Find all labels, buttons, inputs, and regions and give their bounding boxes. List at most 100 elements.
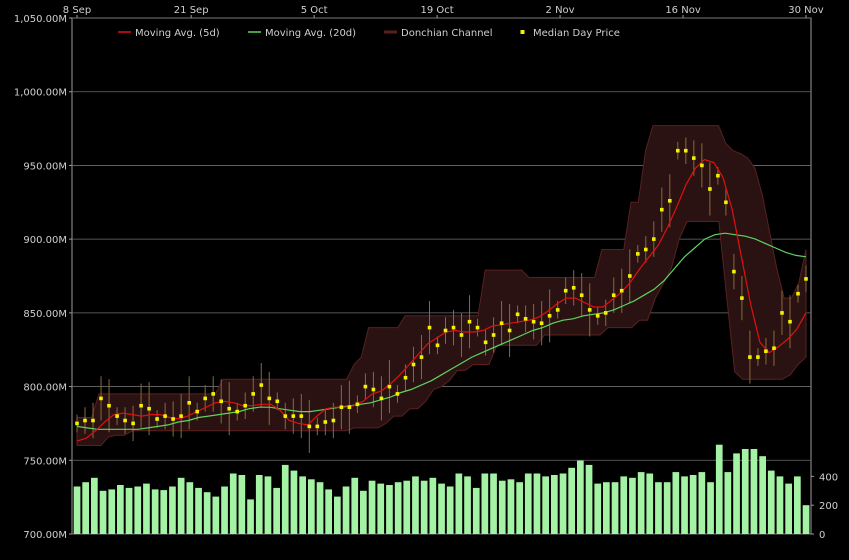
volume-bar — [551, 475, 558, 534]
volume-bar — [91, 477, 98, 534]
legend: Moving Avg. (5d) Moving Avg. (20d) Donchia… — [118, 28, 620, 39]
median-price-point — [395, 392, 400, 396]
median-price-point — [363, 384, 368, 389]
volume-bar — [99, 490, 107, 534]
volume-bar — [733, 453, 740, 534]
volume-bar — [516, 482, 523, 534]
median-price-point — [259, 383, 264, 387]
volume-bar — [316, 482, 324, 534]
volume-bar — [238, 475, 246, 534]
median-price-point — [331, 418, 336, 423]
volume-bars — [73, 444, 810, 534]
moving-avg-20d-line — [76, 232, 807, 430]
volume-bar — [446, 486, 454, 534]
median-price-point — [475, 325, 480, 330]
volume-bar — [759, 456, 766, 534]
median-price-point — [571, 286, 576, 290]
volume-bar — [151, 489, 159, 534]
median-price-point — [531, 319, 536, 324]
median-price-point — [299, 414, 304, 418]
median-price-point — [483, 340, 488, 345]
median-price-point — [595, 314, 600, 318]
median-price-point — [347, 405, 352, 409]
volume-bar — [481, 473, 489, 534]
volume-bar — [351, 477, 359, 534]
median-price-point — [692, 156, 696, 160]
volume-bar — [689, 475, 697, 534]
median-price-point — [788, 319, 792, 324]
y-tick-label: 700.00M — [23, 530, 67, 541]
volume-bar — [299, 476, 306, 534]
median-price-point — [339, 405, 344, 409]
volume-bar — [203, 492, 211, 534]
volume-bar — [308, 479, 315, 534]
volume-bar — [73, 486, 81, 534]
volume-bar — [229, 473, 237, 534]
median-price-point — [644, 247, 648, 252]
median-price-point — [764, 349, 768, 353]
volume-bar — [707, 482, 714, 534]
volume-bar — [386, 485, 393, 534]
median-price-point — [131, 421, 135, 426]
median-price-point — [75, 421, 79, 426]
median-price-point — [772, 346, 776, 350]
median-price-point — [403, 375, 408, 380]
median-price-point — [387, 384, 392, 389]
volume-bar — [472, 487, 480, 534]
median-price-point — [756, 355, 760, 359]
median-price-point — [139, 403, 143, 408]
volume-bar — [255, 475, 263, 534]
median-price-point — [555, 308, 560, 312]
x-tick-label: 30 Nov — [788, 5, 824, 16]
volume-bar — [629, 477, 636, 534]
volume-bar — [767, 470, 775, 534]
median-price-point — [676, 148, 680, 153]
median-price-point — [700, 163, 704, 168]
volume-bar — [403, 480, 411, 534]
volume-bar — [698, 472, 706, 534]
volume-bar — [681, 476, 688, 534]
median-price-point — [491, 333, 496, 337]
volume-bar — [715, 444, 723, 534]
median-price-point — [668, 199, 672, 203]
axes: 700.00M 750.00M 800.00M 850.00M 900.00M 950.0… — [14, 5, 838, 541]
volume-bar — [290, 470, 298, 534]
volume-bar — [585, 464, 593, 534]
volume-bar — [464, 476, 471, 534]
volume-bar — [360, 490, 367, 534]
volume-tick-label: 200 — [819, 501, 838, 512]
median-price-point — [307, 424, 312, 429]
median-price-point — [684, 148, 688, 153]
volume-bar — [655, 482, 662, 534]
median-price-point — [155, 417, 159, 421]
median-price-point — [499, 321, 504, 325]
volume-bar — [603, 482, 610, 534]
volume-bar — [542, 476, 549, 534]
median-price-point — [203, 396, 207, 401]
volume-bar — [221, 486, 228, 534]
median-price-point — [587, 308, 592, 312]
volume-bar — [794, 476, 801, 534]
volume-bar — [169, 486, 176, 534]
median-price-point — [371, 387, 376, 392]
y-tick-label: 950.00M — [23, 161, 67, 172]
median-price-point — [195, 409, 199, 414]
volume-bar — [533, 473, 541, 534]
volume-bar — [646, 473, 654, 534]
volume-bar — [177, 477, 185, 534]
volume-tick-label: 0 — [819, 530, 825, 541]
legend-label: Donchian Channel — [401, 28, 492, 39]
median-price-point — [211, 392, 215, 396]
volume-bar — [663, 482, 671, 534]
median-price-point — [780, 311, 784, 315]
volume-bar — [342, 486, 350, 534]
volume-bar — [377, 483, 385, 534]
median-price-point — [443, 328, 448, 333]
median-price-point — [283, 414, 288, 418]
volume-bar — [108, 489, 116, 534]
median-price-point — [275, 399, 280, 404]
volume-bar — [281, 464, 289, 534]
